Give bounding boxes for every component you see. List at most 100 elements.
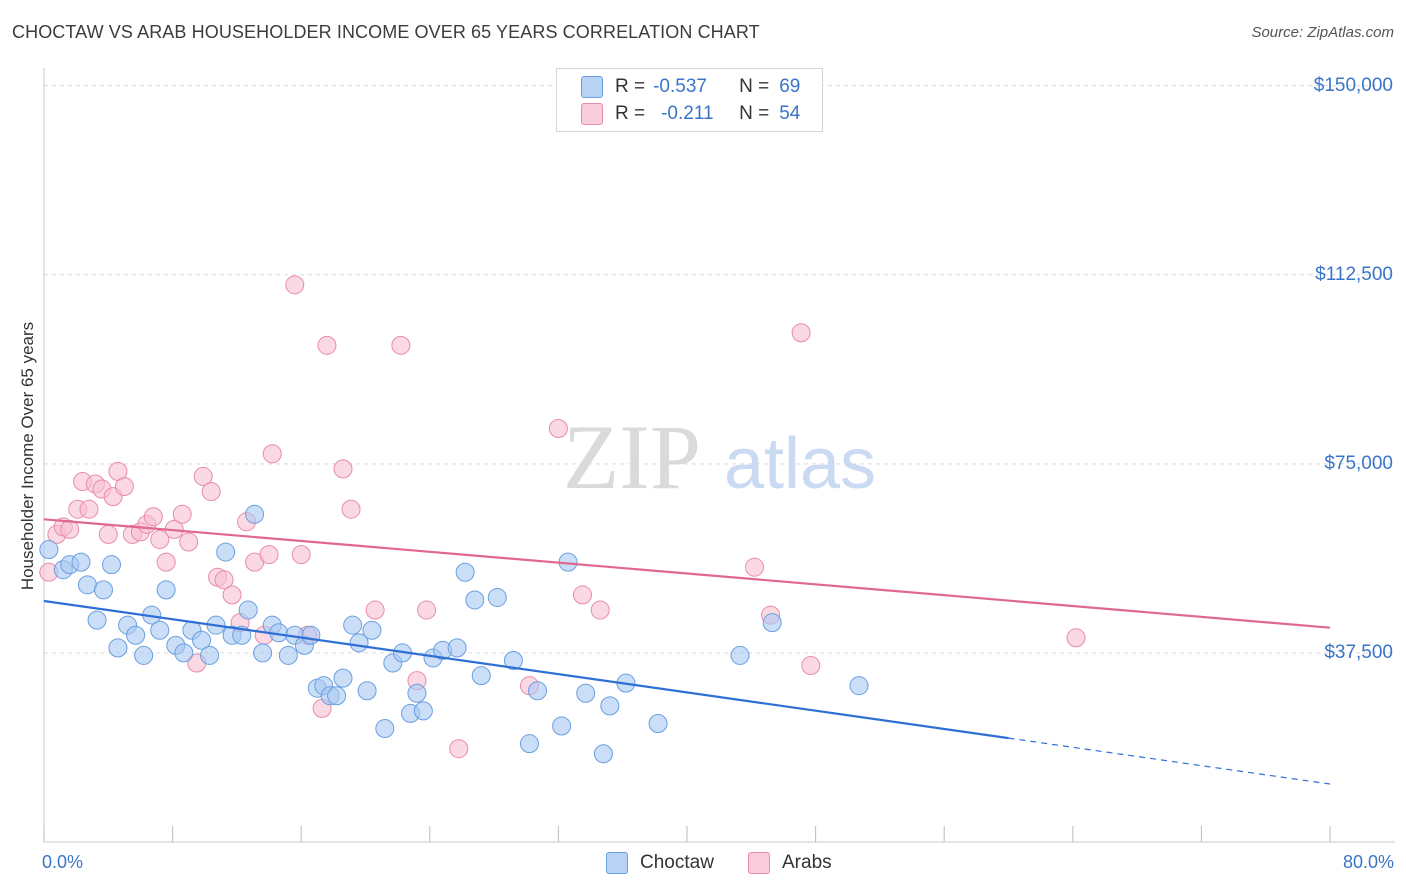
legend-swatch-arabs xyxy=(581,103,603,125)
point-choctaw xyxy=(600,696,620,716)
chart-title: CHOCTAW VS ARAB HOUSEHOLDER INCOME OVER … xyxy=(12,22,760,42)
point-arabs xyxy=(341,499,361,519)
point-arabs xyxy=(391,335,411,355)
trend-line-choctaw-extension xyxy=(1008,737,1331,785)
legend-swatch-choctaw xyxy=(581,76,603,98)
point-choctaw xyxy=(253,643,273,663)
point-arabs xyxy=(114,477,134,497)
point-choctaw xyxy=(849,676,869,696)
point-choctaw xyxy=(108,638,128,658)
point-choctaw xyxy=(150,620,170,640)
point-choctaw xyxy=(447,638,467,658)
watermark: ZIP atlas xyxy=(563,406,876,508)
legend-n-label: N = xyxy=(739,103,770,124)
point-choctaw xyxy=(126,625,146,645)
point-choctaw xyxy=(576,683,596,703)
point-choctaw xyxy=(93,580,113,600)
point-arabs xyxy=(156,552,176,572)
bottom-legend-swatch-arabs xyxy=(748,852,770,874)
point-choctaw xyxy=(216,542,236,562)
point-choctaw xyxy=(487,587,507,607)
point-choctaw xyxy=(519,734,539,754)
point-choctaw xyxy=(413,701,433,721)
stats-legend-row-arabs: R = -0.211 N = 54 xyxy=(581,102,800,126)
point-choctaw xyxy=(192,630,212,650)
point-arabs xyxy=(201,482,221,502)
point-arabs xyxy=(333,459,353,479)
point-choctaw xyxy=(552,716,572,736)
point-arabs xyxy=(449,739,469,759)
point-arabs xyxy=(262,444,282,464)
bottom-legend-arabs: Arabs xyxy=(748,852,832,874)
y-tick-label: $75,000 xyxy=(1324,452,1393,474)
point-choctaw xyxy=(174,643,194,663)
legend-r-label: R = xyxy=(615,76,646,97)
point-choctaw xyxy=(333,668,353,688)
point-choctaw xyxy=(39,540,59,560)
point-arabs xyxy=(291,545,311,565)
y-tick-label: $37,500 xyxy=(1324,641,1393,663)
point-choctaw xyxy=(357,681,377,701)
x-tick-max: 80.0% xyxy=(1342,852,1394,872)
point-choctaw xyxy=(77,575,97,595)
legend-n-value-arabs: 54 xyxy=(779,103,801,124)
point-choctaw xyxy=(245,504,265,524)
point-arabs xyxy=(214,570,234,590)
trend-line-choctaw xyxy=(43,599,1009,740)
bottom-legend-label-choctaw: Choctaw xyxy=(640,852,714,873)
point-choctaw xyxy=(648,714,668,734)
point-choctaw xyxy=(238,600,258,620)
point-choctaw xyxy=(465,590,485,610)
point-choctaw xyxy=(301,625,321,645)
point-choctaw xyxy=(102,555,122,575)
point-choctaw xyxy=(278,645,298,665)
point-arabs xyxy=(172,504,192,524)
point-arabs xyxy=(590,600,610,620)
point-choctaw xyxy=(327,686,347,706)
point-arabs xyxy=(222,585,242,605)
point-arabs xyxy=(98,524,118,544)
watermark-atlas: atlas xyxy=(724,424,876,504)
point-choctaw xyxy=(87,610,107,630)
point-choctaw xyxy=(455,562,475,582)
legend-n-value-choctaw: 69 xyxy=(779,76,801,97)
point-choctaw xyxy=(362,620,382,640)
point-arabs xyxy=(150,529,170,549)
stats-legend-row-choctaw: R = -0.537 N = 69 xyxy=(581,75,800,99)
legend-r-value-choctaw: -0.537 xyxy=(653,76,707,97)
point-arabs xyxy=(791,323,811,343)
y-tick-label: $112,500 xyxy=(1315,263,1393,285)
point-arabs xyxy=(1066,628,1086,648)
point-choctaw xyxy=(528,681,548,701)
point-arabs xyxy=(193,466,213,486)
watermark-zip: ZIP xyxy=(563,406,701,508)
series-arabs-points xyxy=(39,275,1086,759)
legend-n-label: N = xyxy=(739,76,770,97)
point-choctaw xyxy=(407,683,427,703)
trend-line-arabs xyxy=(43,518,1331,629)
point-choctaw xyxy=(156,580,176,600)
point-arabs xyxy=(179,532,199,552)
point-choctaw xyxy=(134,645,154,665)
point-choctaw xyxy=(730,645,750,665)
point-choctaw xyxy=(762,613,782,633)
y-tick-label: $150,000 xyxy=(1313,74,1393,96)
point-choctaw xyxy=(375,719,395,739)
source-credit: Source: ZipAtlas.com xyxy=(1251,24,1394,41)
trend-lines xyxy=(43,518,1331,785)
bottom-legend-choctaw: Choctaw xyxy=(606,852,714,874)
bottom-legend-swatch-choctaw xyxy=(606,852,628,874)
point-choctaw xyxy=(71,552,91,572)
point-arabs xyxy=(259,545,279,565)
bottom-legend-label-arabs: Arabs xyxy=(782,852,832,873)
gridlines xyxy=(44,85,1395,654)
point-arabs xyxy=(573,585,593,605)
point-choctaw xyxy=(593,744,613,764)
series-choctaw-points xyxy=(39,504,869,764)
point-arabs xyxy=(801,656,821,676)
point-arabs xyxy=(285,275,305,295)
point-choctaw xyxy=(343,615,363,635)
legend-r-label: R = xyxy=(615,103,646,124)
point-arabs xyxy=(548,419,568,439)
